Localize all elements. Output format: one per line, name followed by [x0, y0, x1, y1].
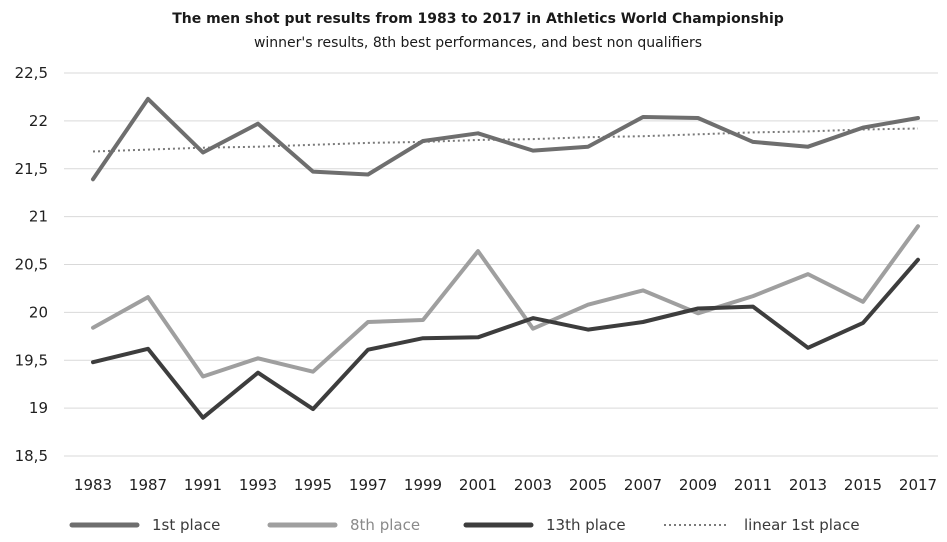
data-point-13th-place: [532, 317, 534, 319]
data-point-1st-place: [367, 173, 369, 175]
data-point-8th-place: [862, 301, 864, 303]
data-point-8th-place: [587, 304, 589, 306]
data-point-13th-place: [807, 347, 809, 349]
data-point-1st-place: [862, 127, 864, 129]
series-line-1st-place: [91, 96, 920, 182]
y-axis-ticks: 18,5 19 19,5 20 20,5 21 21,5 22 22,5: [15, 64, 48, 465]
legend-label-8th-place: 8th place: [350, 516, 420, 534]
data-point-13th-place: [862, 322, 864, 324]
data-point-13th-place: [917, 259, 919, 261]
x-tick-label: 2007: [624, 476, 662, 494]
data-point-1st-place: [312, 171, 314, 173]
x-tick-label: 2003: [514, 476, 552, 494]
y-tick-label: 20,5: [15, 256, 48, 274]
data-point-8th-place: [532, 328, 534, 330]
y-tick-label: 19: [29, 399, 48, 417]
data-point-13th-place: [147, 348, 149, 350]
series-line-13th-place: [91, 257, 920, 420]
data-point-8th-place: [477, 250, 479, 252]
x-tick-label: 1995: [294, 476, 332, 494]
data-point-13th-place: [312, 408, 314, 410]
data-point-8th-place: [422, 319, 424, 321]
x-tick-label: 1987: [129, 476, 167, 494]
data-point-8th-place: [147, 296, 149, 298]
y-tick-label: 19,5: [15, 351, 48, 369]
data-point-13th-place: [367, 349, 369, 351]
data-point-8th-place: [697, 312, 699, 314]
x-tick-label: 2009: [679, 476, 717, 494]
data-point-1st-place: [642, 116, 644, 118]
data-point-8th-place: [257, 357, 259, 359]
data-point-13th-place: [92, 361, 94, 363]
x-tick-label: 1991: [184, 476, 222, 494]
x-tick-label: 1993: [239, 476, 277, 494]
data-point-1st-place: [92, 178, 94, 180]
plot-series: [91, 96, 920, 420]
x-tick-label: 2001: [459, 476, 497, 494]
data-point-13th-place: [202, 417, 204, 419]
x-axis-ticks: 1983 1987 1991 1993 1995 1997 1999 2001 2003 2005…: [74, 476, 937, 494]
series-line-8th-place: [91, 224, 920, 379]
x-tick-label: 2005: [569, 476, 607, 494]
data-point-8th-place: [92, 327, 94, 329]
data-point-8th-place: [917, 225, 919, 227]
x-tick-label: 2015: [844, 476, 882, 494]
data-point-1st-place: [807, 146, 809, 148]
x-tick-label: 2011: [734, 476, 772, 494]
data-point-1st-place: [147, 98, 149, 100]
y-tick-label: 18,5: [15, 447, 48, 465]
legend-label-1st-place: 1st place: [152, 516, 220, 534]
data-point-1st-place: [202, 151, 204, 153]
chart-subtitle: winner's results, 8th best performances,…: [254, 35, 702, 51]
chart-title: The men shot put results from 1983 to 20…: [172, 11, 784, 27]
data-point-8th-place: [202, 376, 204, 378]
x-tick-label: 2013: [789, 476, 827, 494]
data-point-1st-place: [477, 132, 479, 134]
data-point-1st-place: [422, 140, 424, 142]
data-point-8th-place: [752, 295, 754, 297]
data-point-8th-place: [807, 273, 809, 275]
data-point-13th-place: [477, 336, 479, 338]
y-tick-label: 22,5: [15, 64, 48, 82]
x-tick-label: 1999: [404, 476, 442, 494]
data-point-8th-place: [312, 371, 314, 373]
y-tick-label: 21: [29, 208, 48, 226]
x-tick-label: 1997: [349, 476, 387, 494]
data-point-1st-place: [917, 117, 919, 119]
x-tick-label: 2017: [899, 476, 937, 494]
data-point-8th-place: [367, 321, 369, 323]
y-tick-label: 22: [29, 112, 48, 130]
data-point-1st-place: [587, 146, 589, 148]
data-point-13th-place: [587, 329, 589, 331]
data-point-1st-place: [257, 123, 259, 125]
y-tick-label: 20: [29, 303, 48, 321]
data-point-13th-place: [257, 372, 259, 374]
data-point-13th-place: [697, 308, 699, 310]
data-point-13th-place: [752, 306, 754, 308]
data-point-1st-place: [697, 117, 699, 119]
data-point-1st-place: [532, 150, 534, 152]
data-point-13th-place: [642, 321, 644, 323]
legend-label-linear-1st-place: linear 1st place: [744, 516, 860, 534]
x-tick-label: 1983: [74, 476, 112, 494]
data-point-1st-place: [752, 141, 754, 143]
y-tick-label: 21,5: [15, 160, 48, 178]
data-point-8th-place: [642, 289, 644, 291]
gridlines: [64, 72, 938, 457]
legend: 1st place 8th place 13th place linear 1st p…: [69, 516, 860, 534]
data-point-13th-place: [422, 337, 424, 339]
legend-label-13th-place: 13th place: [546, 516, 626, 534]
